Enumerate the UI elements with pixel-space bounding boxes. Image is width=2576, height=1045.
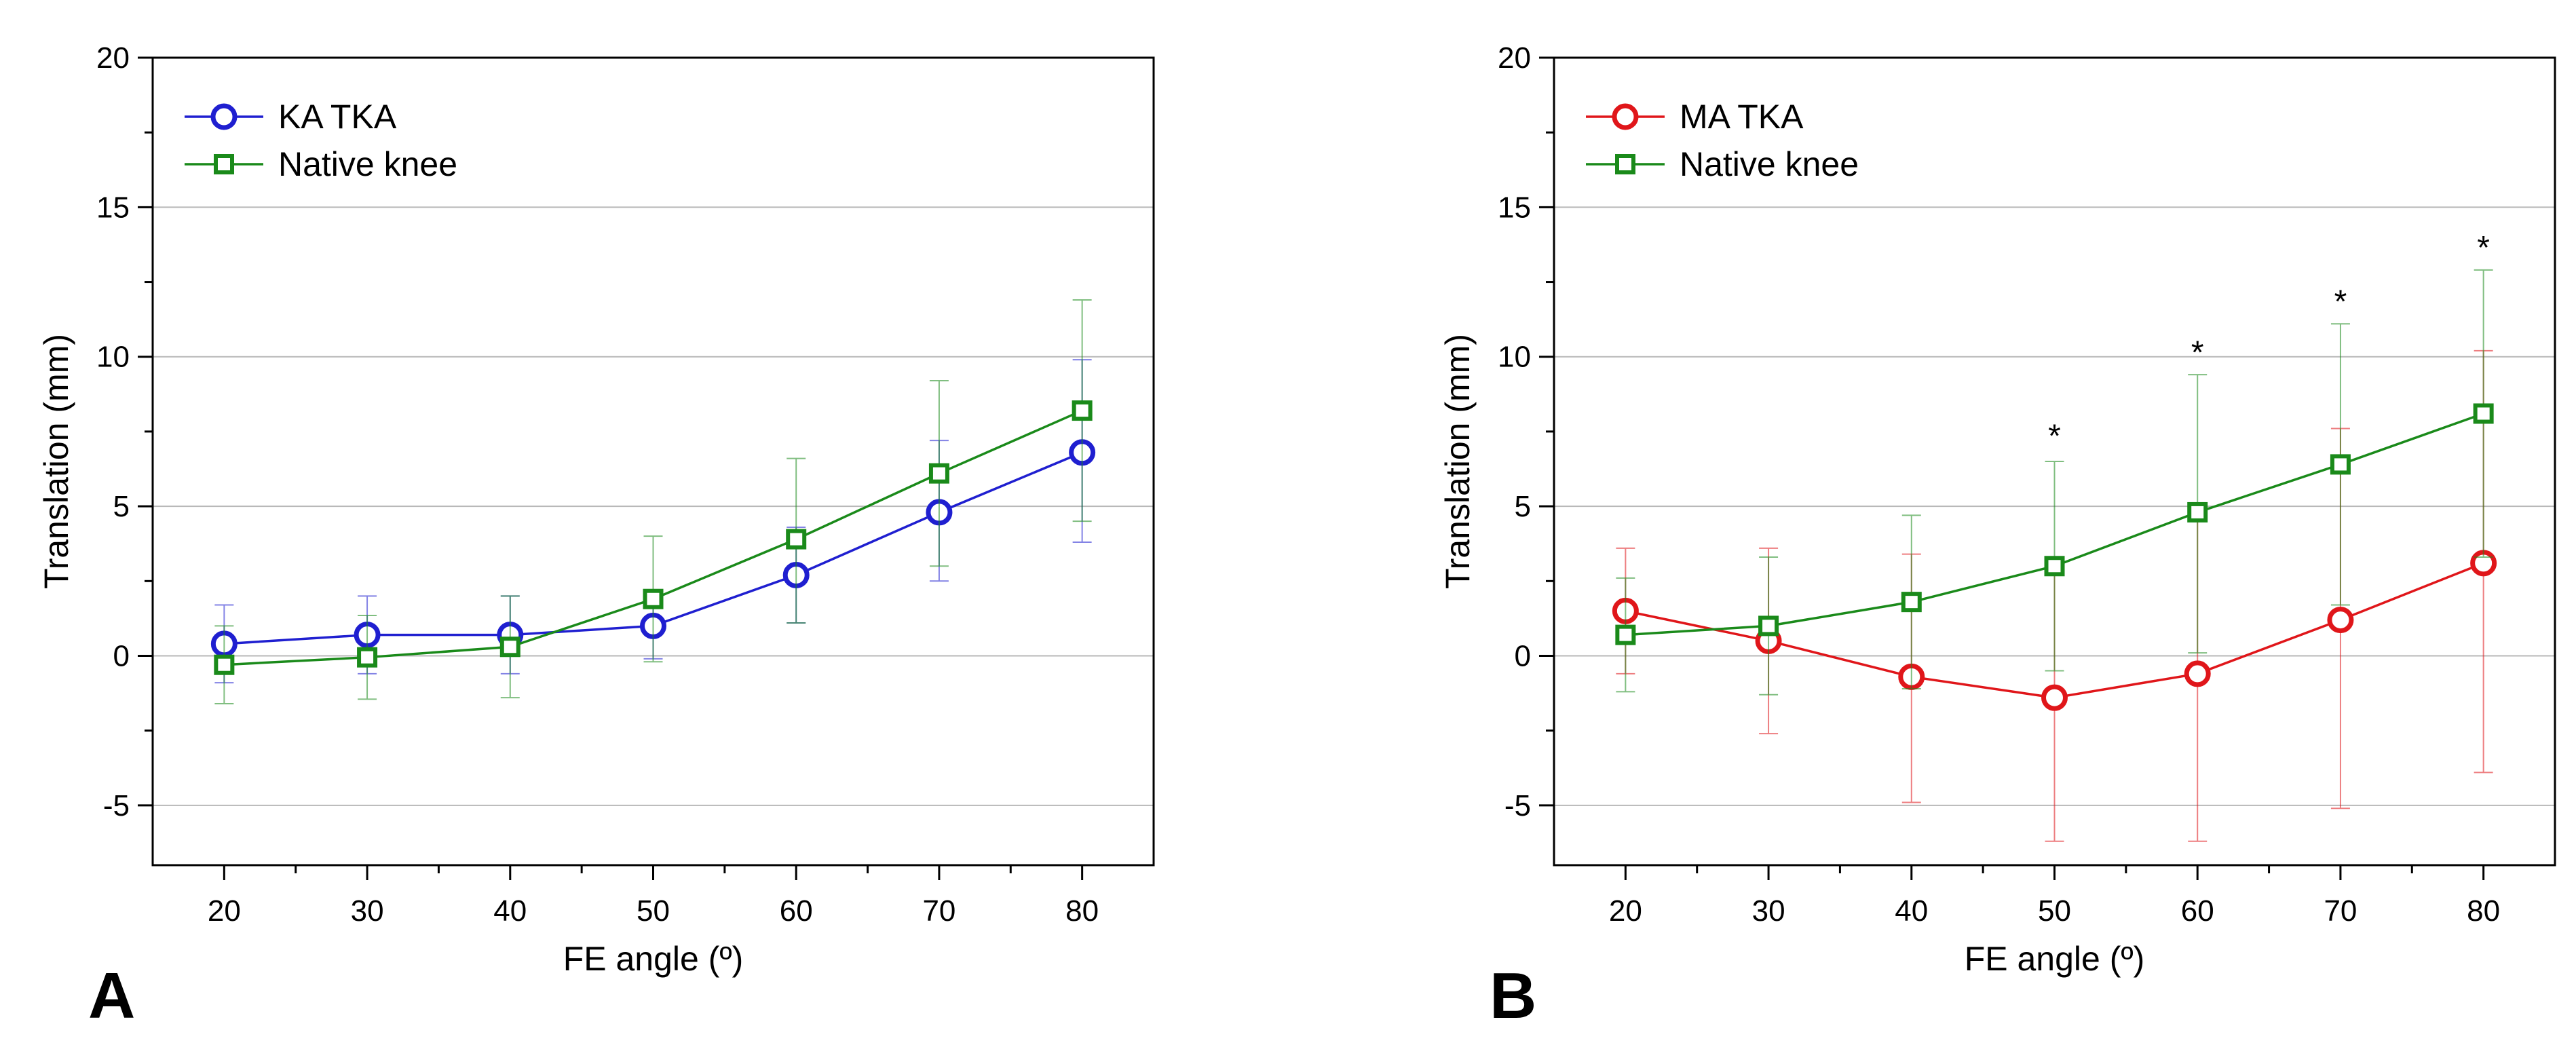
y-tick-label-b-3: 10: [1498, 341, 1531, 374]
legend-a: KA TKA Native knee: [185, 98, 457, 183]
y-tick-label-a-2: 5: [113, 490, 130, 523]
y-tick-label-a-5: 20: [96, 41, 130, 75]
y-axis-title-b: Translation (mm): [1439, 334, 1477, 589]
data-point-b-0-5: [2327, 607, 2354, 634]
x-tick-label-a-3: 50: [637, 894, 670, 928]
x-tick-label-a-1: 30: [351, 894, 384, 928]
x-tick-label-a-0: 20: [208, 894, 241, 928]
x-tick-label-b-0: 20: [1609, 894, 1642, 928]
panel-label-b: B: [1490, 960, 1536, 1032]
legend-b: MA TKA Native knee: [1586, 98, 1859, 183]
legend-marker-b-1: [1615, 154, 1635, 174]
significance-star-b-0: *: [2048, 419, 2061, 455]
data-point-b-1-2: [1901, 592, 1922, 613]
x-tick-label-a-2: 40: [493, 894, 527, 928]
data-point-b-1-0: [1615, 624, 1636, 645]
data-point-b-1-5: [2330, 454, 2351, 475]
x-tick-label-b-1: 30: [1752, 894, 1785, 928]
legend-entry-b-0: MA TKA: [1586, 98, 1804, 136]
legend-label-b-1: Native knee: [1680, 145, 1859, 183]
legend-entry-a-0: KA TKA: [185, 98, 397, 136]
significance-star-b-1: *: [2191, 335, 2204, 370]
x-tick-label-b-3: 50: [2038, 894, 2071, 928]
significance-star-b-2: *: [2334, 284, 2347, 320]
legend-marker-a-0: [210, 103, 238, 130]
y-axis-title-a: Translation (mm): [37, 334, 75, 589]
y-tick-label-a-1: 0: [113, 639, 130, 672]
y-tick-label-a-4: 15: [96, 191, 130, 224]
x-tick-label-b-5: 70: [2324, 894, 2357, 928]
legend-label-a-0: KA TKA: [278, 98, 397, 136]
x-tick-label-a-4: 60: [780, 894, 813, 928]
data-point-a-1-6: [1072, 400, 1093, 421]
legend-entry-a-1: Native knee: [185, 145, 457, 183]
legend-entry-b-1: Native knee: [1586, 145, 1859, 183]
data-point-b-0-4: [2184, 660, 2211, 687]
x-axis-title-b: FE angle (º): [1965, 940, 2145, 978]
panel-label-a: A: [88, 960, 135, 1032]
data-point-b-1-6: [2473, 403, 2494, 424]
x-tick-label-b-2: 40: [1895, 894, 1928, 928]
chart-panel-b: 20 30 40 50 60 70 80 -5 0 5 10 15 20 FE angle (º) Tran…: [1439, 41, 2556, 978]
x-tick-label-b-4: 60: [2181, 894, 2214, 928]
data-point-a-1-2: [499, 636, 520, 658]
legend-label-a-1: Native knee: [278, 145, 457, 183]
y-tick-label-b-5: 20: [1498, 41, 1531, 75]
chart-panel-a: 20 30 40 50 60 70 80 -5 0 5 10 15 20 FE angle (º) Tran…: [37, 41, 1155, 978]
data-point-b-1-3: [2044, 556, 2065, 577]
data-point-b-1-1: [1758, 615, 1779, 636]
legend-label-b-0: MA TKA: [1680, 98, 1804, 136]
significance-star-b-3: *: [2477, 230, 2490, 266]
data-point-a-1-5: [928, 463, 949, 484]
x-tick-label-a-5: 70: [922, 894, 955, 928]
data-point-a-1-4: [786, 529, 807, 550]
x-tick-label-a-6: 80: [1065, 894, 1099, 928]
data-point-a-1-3: [643, 588, 664, 609]
series-b-1: [1615, 269, 2494, 696]
y-tick-label-b-4: 15: [1498, 191, 1531, 224]
y-tick-label-b-0: -5: [1504, 789, 1531, 822]
legend-marker-a-1: [214, 154, 234, 174]
data-point-a-1-0: [214, 654, 235, 675]
data-point-b-0-3: [2041, 684, 2068, 711]
data-point-a-1-1: [357, 647, 378, 668]
y-tick-label-a-3: 10: [96, 341, 130, 374]
data-point-b-1-4: [2187, 501, 2208, 522]
x-tick-label-b-6: 80: [2467, 894, 2500, 928]
series-a-1: [214, 299, 1093, 704]
legend-marker-b-0: [1612, 103, 1639, 130]
x-axis-title-a: FE angle (º): [563, 940, 744, 978]
y-tick-label-b-1: 0: [1515, 639, 1531, 672]
y-tick-label-b-2: 5: [1515, 490, 1531, 523]
y-tick-label-a-0: -5: [103, 789, 130, 822]
